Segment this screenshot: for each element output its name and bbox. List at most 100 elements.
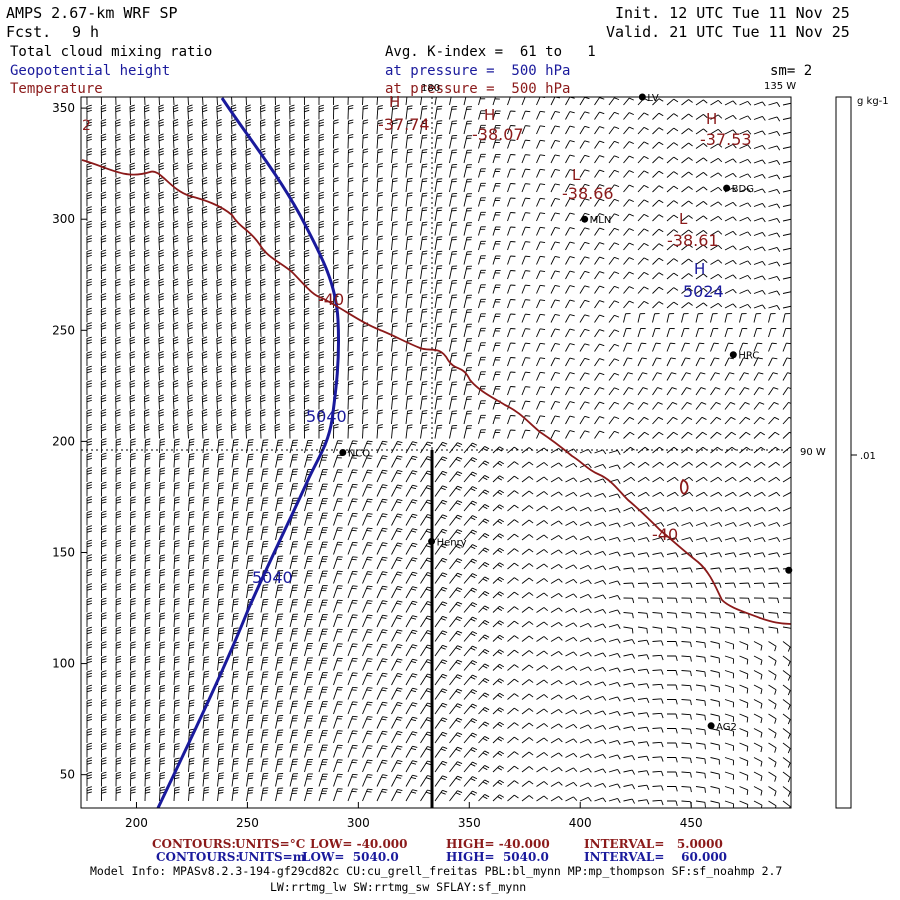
wind-barb [478, 414, 486, 425]
wind-barb [507, 519, 519, 526]
wind-barb [463, 457, 478, 468]
wind-barb [362, 455, 373, 468]
wind-barb [507, 313, 516, 323]
wind-barb [130, 728, 136, 744]
wind-barb [623, 112, 634, 120]
wind-barb [216, 220, 222, 236]
wind-barb [115, 380, 121, 396]
wind-barb [318, 556, 328, 570]
wind-barb [100, 177, 107, 193]
wind-barb [478, 371, 486, 381]
wind-barb [565, 767, 578, 773]
wind-barb [681, 431, 693, 439]
wind-barb [652, 552, 664, 558]
wind-barb [768, 567, 780, 573]
wind-barb [289, 380, 295, 396]
wind-barb [405, 119, 413, 135]
wind-barb [449, 514, 463, 526]
wind-barb [695, 288, 708, 294]
wind-barb [478, 110, 486, 120]
wind-barb [246, 642, 254, 657]
wind-barb [434, 470, 448, 483]
wind-barb [259, 351, 266, 367]
wind-barb [579, 125, 590, 135]
wind-barb [159, 757, 166, 773]
wind-barb [507, 736, 519, 744]
colorbar-value: .01 [860, 451, 876, 462]
wind-barb [724, 100, 737, 106]
wind-barb [507, 446, 519, 454]
wind-barb [550, 197, 560, 207]
wind-barb [449, 410, 458, 425]
wind-barb [710, 582, 722, 588]
wind-barb [463, 718, 478, 729]
wind-barb [739, 537, 752, 543]
wind-barb [666, 301, 679, 309]
wind-barb [594, 724, 607, 730]
wind-barb [246, 453, 254, 468]
wind-barb [144, 438, 151, 454]
wind-barb [753, 537, 766, 543]
wind-barb [637, 567, 650, 573]
wind-barb [550, 535, 563, 541]
wind-barb [289, 104, 295, 120]
wind-barb [449, 135, 458, 149]
wind-barb [681, 626, 692, 634]
wind-barb [753, 130, 766, 136]
wind-barb [289, 293, 295, 309]
wind-barb [637, 654, 650, 660]
wind-barb [695, 157, 708, 164]
wind-barb [217, 482, 224, 497]
wind-barb [666, 185, 679, 193]
wind-barb [782, 597, 791, 599]
wind-barb [376, 250, 383, 265]
wind-barb [550, 636, 563, 642]
y-tick-label: 150 [52, 545, 75, 559]
wind-barb [129, 423, 136, 439]
wind-barb [289, 249, 295, 265]
wind-barb [463, 442, 478, 454]
wind-barb [202, 612, 210, 628]
wind-barb [521, 766, 534, 773]
wind-barb [188, 685, 195, 700]
wind-barb [245, 409, 252, 425]
wind-barb [172, 394, 179, 410]
wind-barb [217, 627, 224, 642]
wind-barb [86, 351, 92, 367]
wind-barb [681, 387, 692, 396]
station-label: MLN [590, 215, 612, 226]
wind-barb [652, 799, 664, 806]
wind-barb [86, 481, 92, 497]
wind-barb [710, 699, 720, 707]
wind-barb [681, 401, 692, 410]
wind-barb [434, 381, 443, 396]
wind-barb [666, 214, 679, 222]
wind-barb [115, 264, 121, 280]
wind-barb [565, 578, 578, 584]
wind-barb [666, 287, 679, 294]
wind-barb [420, 717, 433, 729]
wind-barb [710, 742, 720, 751]
wind-barb [129, 322, 136, 338]
wind-barb [362, 409, 369, 425]
wind-barb [420, 250, 428, 265]
wind-barb [695, 800, 706, 808]
wind-barb [594, 463, 607, 469]
wind-barb [434, 221, 443, 236]
wind-barb [101, 438, 107, 454]
wind-barb [753, 728, 763, 738]
wind-barb [463, 732, 478, 744]
wind-barb [318, 498, 328, 512]
wind-barb [130, 554, 136, 570]
wind-barb [376, 279, 383, 294]
wind-barb [115, 539, 122, 555]
wind-barb [623, 537, 636, 543]
wind-barb [420, 134, 428, 149]
wind-barb [217, 453, 224, 468]
wind-barb [594, 358, 605, 367]
wind-barb [187, 97, 191, 106]
wind-barb [666, 670, 678, 676]
wind-barb [608, 387, 620, 396]
wind-barb [274, 380, 281, 396]
